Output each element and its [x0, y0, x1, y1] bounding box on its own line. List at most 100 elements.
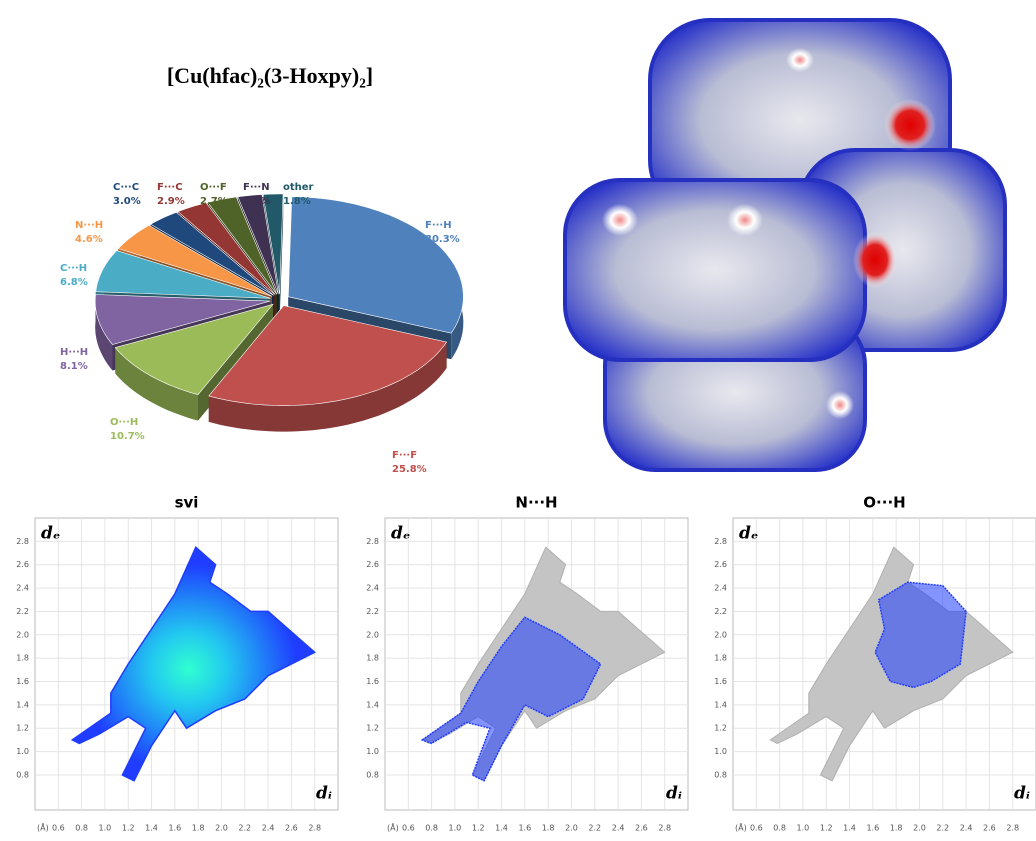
y-tick-label: 2.4 — [16, 584, 29, 593]
y-tick-label: 2.2 — [366, 607, 379, 616]
y-axis-label: dₑ — [739, 524, 758, 544]
slice-label: F···N — [243, 182, 270, 193]
x-tick-label: 2.6 — [635, 824, 648, 833]
slice-label: other — [283, 182, 314, 193]
x-tick-label: 0.6 — [750, 824, 763, 833]
x-tick-label: 1.8 — [890, 824, 903, 833]
x-tick-label: 2.4 — [960, 824, 973, 833]
slice — [262, 193, 284, 295]
x-tick-label: 1.6 — [866, 824, 879, 833]
fingerprint-highlight — [874, 581, 967, 689]
x-tick-label: 1.0 — [99, 824, 112, 833]
x-tick-label: 2.0 — [215, 824, 228, 833]
slice-value: 3.0% — [113, 196, 141, 207]
x-tick-label: 1.2 — [472, 824, 485, 833]
slice-side — [208, 342, 447, 432]
unit-label: (Å) — [735, 822, 747, 833]
x-tick-label: 1.2 — [820, 824, 833, 833]
x-tick-label: 0.8 — [773, 824, 786, 833]
panel-title: N···H — [515, 494, 557, 512]
x-tick-label: 2.4 — [262, 824, 275, 833]
x-axis-label: dᵢ — [666, 784, 682, 804]
y-tick-label: 1.2 — [16, 724, 29, 733]
hirshfeld-surface — [563, 18, 1007, 472]
x-tick-label: 1.8 — [192, 824, 205, 833]
slice — [95, 250, 271, 299]
x-tick-label: 1.8 — [542, 824, 555, 833]
y-tick-label: 2.2 — [16, 607, 29, 616]
x-tick-label: 2.8 — [1006, 824, 1019, 833]
x-tick-label: 2.8 — [308, 824, 321, 833]
slice — [177, 202, 276, 295]
slice-label: F···F — [392, 450, 417, 461]
slice-label: C···C — [113, 182, 139, 193]
y-tick-label: 1.2 — [714, 724, 727, 733]
slice-label: C···H — [60, 263, 87, 274]
slice — [207, 196, 278, 295]
panel-title: svi — [175, 494, 199, 512]
x-tick-label: 1.4 — [145, 824, 158, 833]
fingerprint-highlight — [420, 616, 602, 782]
y-tick-label: 1.4 — [714, 700, 727, 709]
x-tick-label: 2.0 — [565, 824, 578, 833]
slice — [94, 294, 271, 345]
slice-value: 2.2% — [243, 196, 271, 207]
y-tick-label: 2.8 — [16, 537, 29, 546]
x-tick-label: 2.2 — [936, 824, 949, 833]
x-tick-label: 2.2 — [588, 824, 601, 833]
x-tick-label: 0.8 — [425, 824, 438, 833]
x-tick-label: 2.8 — [658, 824, 671, 833]
slice-value: 30.3% — [425, 234, 460, 245]
x-tick-label: 2.2 — [238, 824, 251, 833]
slice — [208, 305, 448, 406]
y-tick-label: 1.4 — [366, 700, 379, 709]
slice-value: 10.7% — [110, 431, 145, 442]
y-tick-label: 2.6 — [714, 560, 727, 569]
x-tick-label: 2.0 — [913, 824, 926, 833]
slice-label: H···H — [60, 347, 88, 358]
slice-value: 6.8% — [60, 277, 88, 288]
y-tick-label: 0.8 — [366, 770, 379, 779]
x-tick-label: 1.2 — [122, 824, 135, 833]
y-tick-label: 2.6 — [16, 560, 29, 569]
slice-side — [115, 347, 198, 421]
slice-value: 1.8% — [283, 196, 311, 207]
y-tick-label: 1.6 — [16, 677, 29, 686]
y-tick-label: 2.6 — [366, 560, 379, 569]
x-axis-label: dᵢ — [1014, 784, 1030, 804]
y-axis-label: dₑ — [41, 524, 60, 544]
x-tick-label: 0.8 — [75, 824, 88, 833]
x-tick-label: 2.6 — [983, 824, 996, 833]
y-tick-label: 2.4 — [366, 584, 379, 593]
y-tick-label: 2.0 — [714, 630, 727, 639]
y-tick-label: 1.6 — [714, 677, 727, 686]
y-tick-label: 0.8 — [16, 770, 29, 779]
x-tick-label: 1.6 — [168, 824, 181, 833]
y-tick-label: 1.0 — [16, 747, 29, 756]
y-tick-label: 1.2 — [366, 724, 379, 733]
y-tick-label: 2.2 — [714, 607, 727, 616]
slice — [287, 196, 464, 334]
slice-label: F···H — [425, 220, 452, 231]
panel-title: O···H — [863, 494, 905, 512]
y-tick-label: 1.0 — [714, 747, 727, 756]
x-tick-label: 2.4 — [612, 824, 625, 833]
unit-label: (Å) — [37, 822, 49, 833]
x-tick-label: 1.0 — [797, 824, 810, 833]
pie-title: [Cu(hfac)₂(3-Hoxpy)₂] — [167, 63, 373, 88]
slice-label: O···F — [200, 182, 227, 193]
fingerprint-cloud — [70, 545, 317, 782]
y-tick-label: 1.0 — [366, 747, 379, 756]
slice-value: 4.6% — [75, 234, 103, 245]
slice-value: 25.8% — [392, 464, 427, 475]
slice-value: 8.1% — [60, 361, 88, 372]
y-tick-label: 1.8 — [16, 654, 29, 663]
slice-label: N···H — [75, 220, 103, 231]
y-tick-label: 1.6 — [366, 677, 379, 686]
slice — [237, 194, 279, 295]
x-tick-label: 0.6 — [402, 824, 415, 833]
y-tick-label: 2.0 — [16, 630, 29, 639]
x-tick-label: 0.6 — [52, 824, 65, 833]
x-tick-label: 2.6 — [285, 824, 298, 833]
